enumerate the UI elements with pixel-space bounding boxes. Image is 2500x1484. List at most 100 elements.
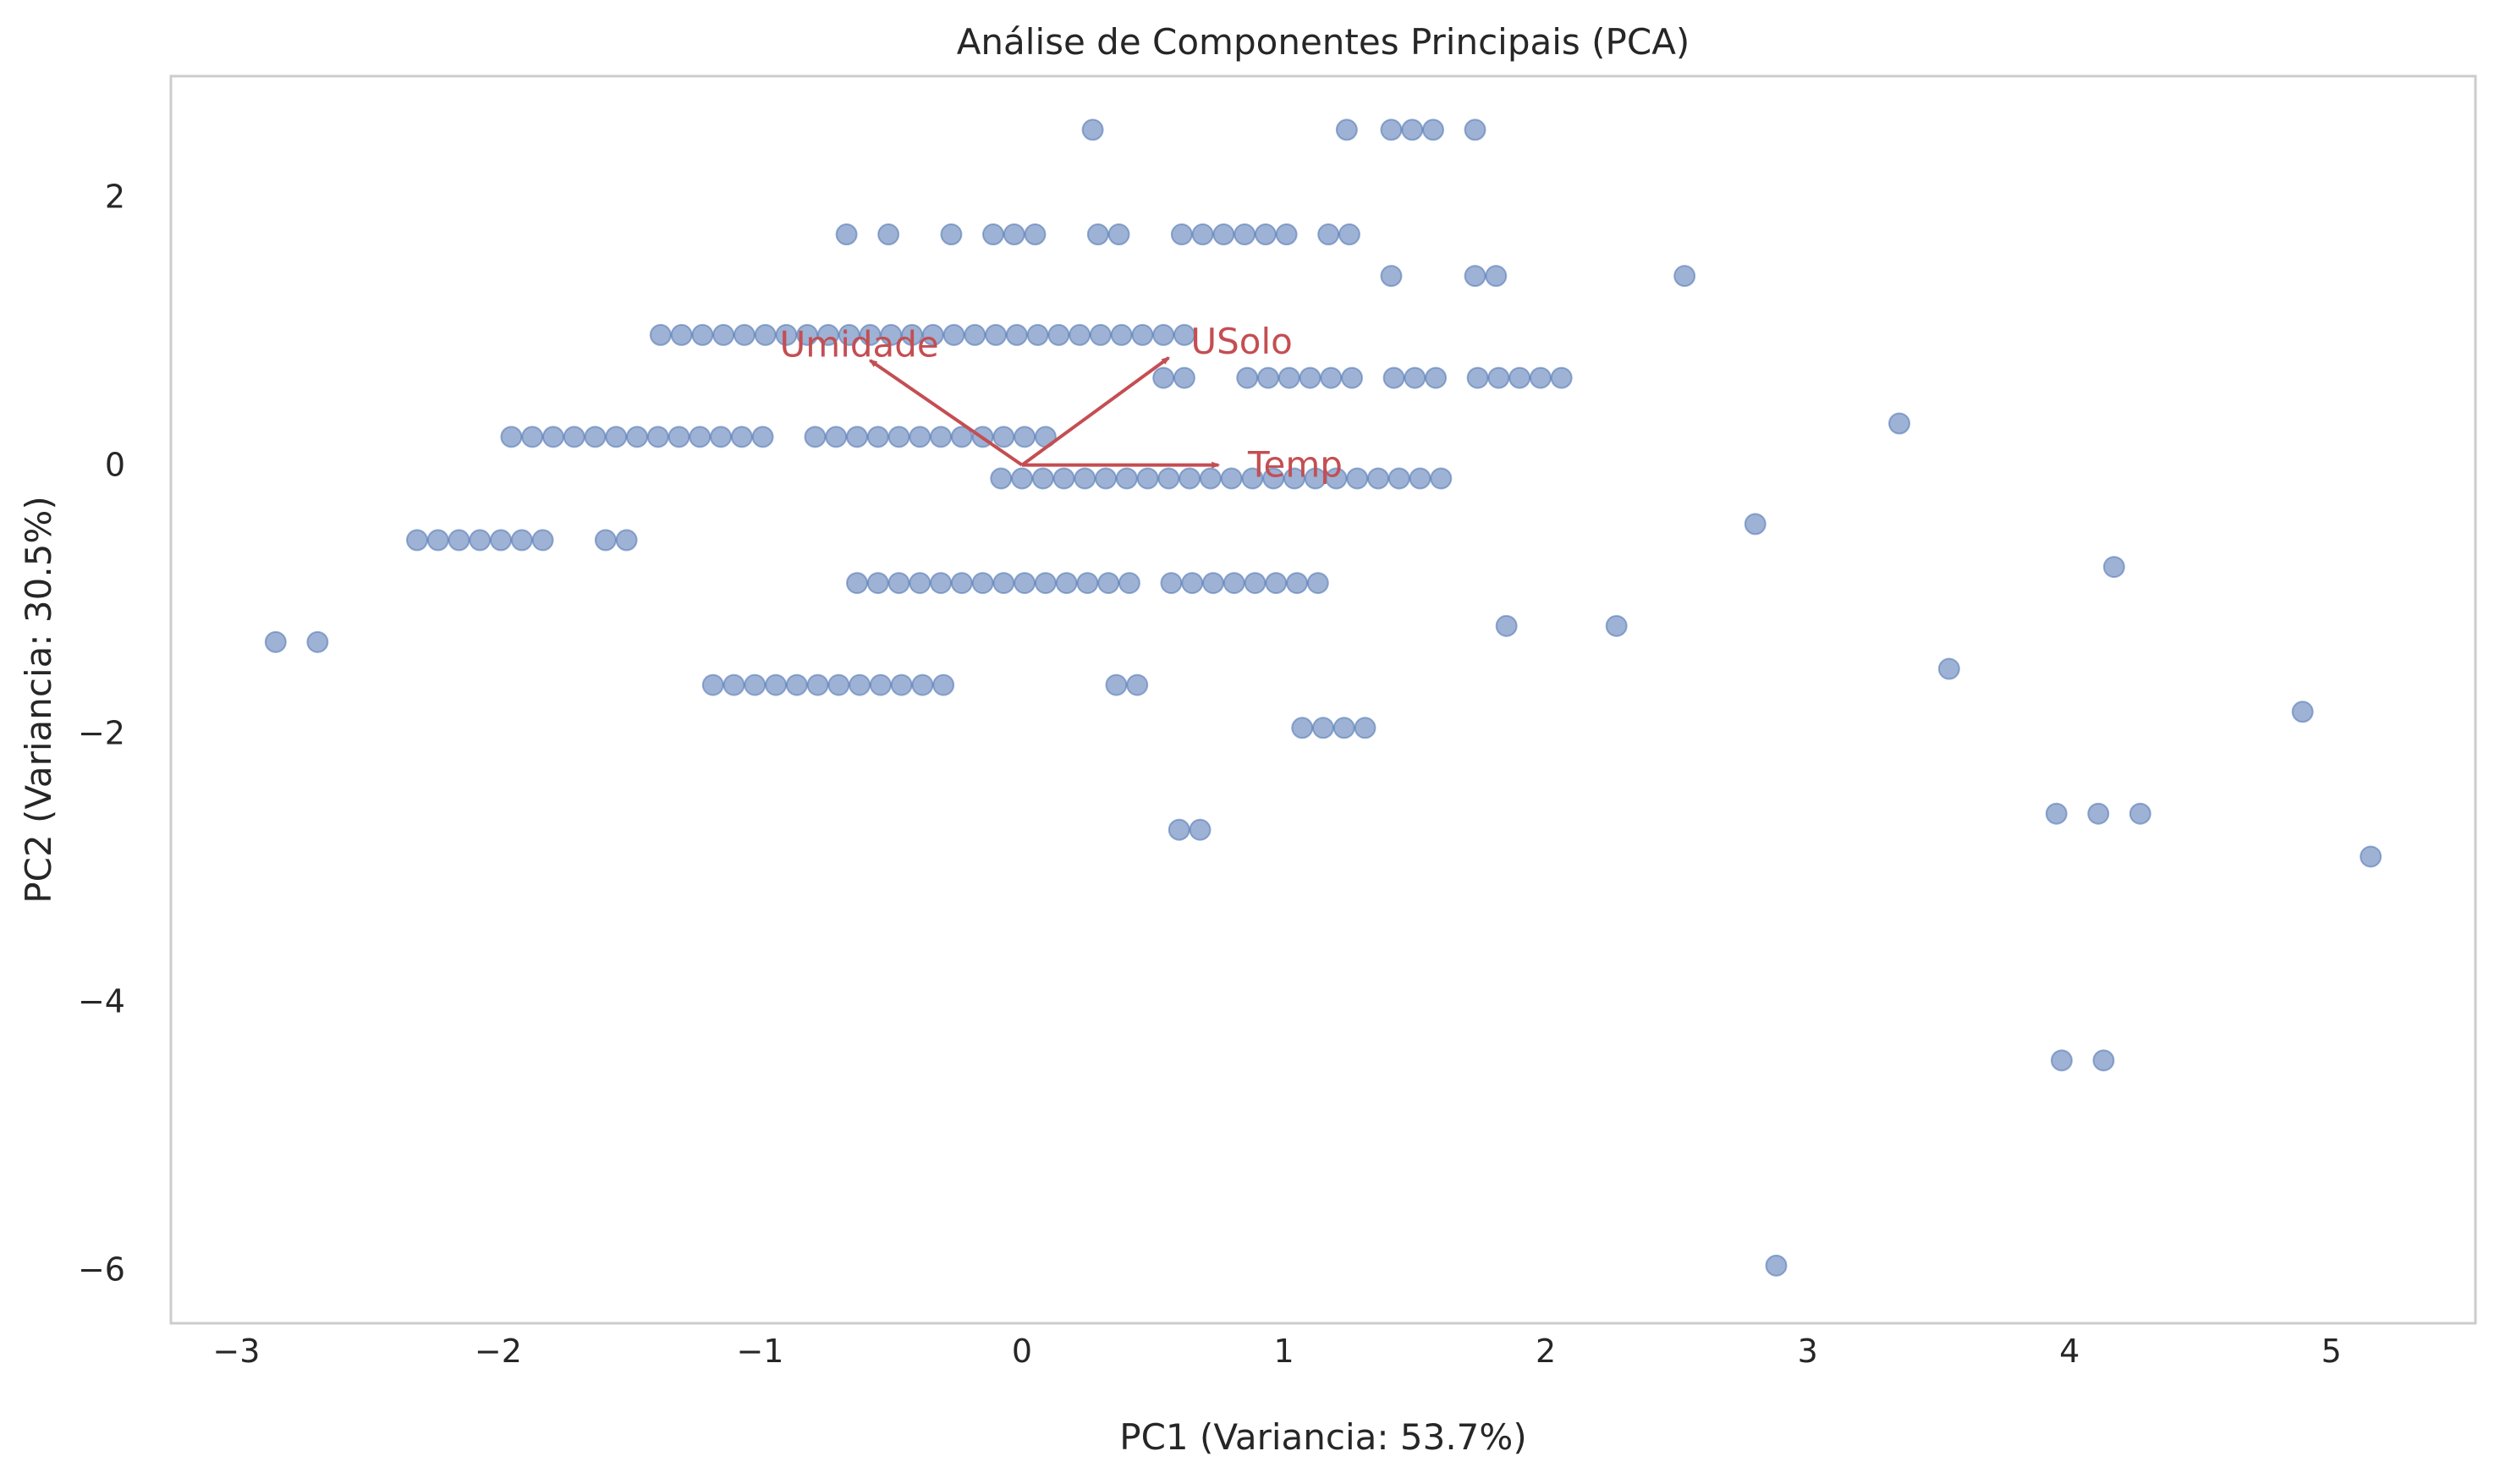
data-point xyxy=(1105,673,1128,696)
data-point xyxy=(531,529,554,552)
data-point xyxy=(1160,572,1183,595)
data-point xyxy=(806,673,829,696)
x-tick-label: 2 xyxy=(1536,1333,1556,1370)
data-point xyxy=(490,529,513,552)
data-point xyxy=(1744,513,1766,536)
data-point xyxy=(2102,556,2125,579)
data-point xyxy=(646,426,669,448)
data-point xyxy=(909,572,931,595)
data-point xyxy=(1047,323,1070,346)
data-point xyxy=(2129,802,2151,825)
data-point xyxy=(689,426,712,448)
data-point xyxy=(1173,323,1195,346)
data-point xyxy=(1354,717,1376,739)
data-point xyxy=(835,223,858,246)
data-point xyxy=(1076,572,1099,595)
x-tick-label: 1 xyxy=(1273,1333,1294,1370)
data-point xyxy=(712,323,735,346)
data-point xyxy=(691,323,714,346)
data-point xyxy=(306,630,329,653)
data-point xyxy=(887,426,910,448)
data-point xyxy=(754,323,777,346)
data-point xyxy=(1026,323,1049,346)
data-point xyxy=(804,426,827,448)
data-point xyxy=(1387,467,1410,490)
loading-label: Umidade xyxy=(780,323,939,365)
data-point xyxy=(1430,467,1453,490)
data-point xyxy=(1152,366,1175,389)
data-point xyxy=(510,529,533,552)
data-point xyxy=(1086,223,1109,246)
data-point xyxy=(1118,572,1140,595)
data-point xyxy=(1312,717,1334,739)
data-point xyxy=(1464,265,1486,288)
data-point xyxy=(1256,366,1279,389)
x-tick-label: 5 xyxy=(2321,1333,2342,1370)
data-point xyxy=(1404,366,1426,389)
data-point xyxy=(1495,614,1518,637)
data-point xyxy=(744,673,766,696)
data-point xyxy=(1055,572,1078,595)
data-point xyxy=(866,426,889,448)
scatter-points xyxy=(264,118,2382,1277)
data-point xyxy=(1081,118,1104,141)
data-point xyxy=(2050,1049,2073,1072)
data-point xyxy=(500,426,523,448)
data-point xyxy=(1332,717,1355,739)
plot-area xyxy=(169,74,2477,1325)
loading-vectors: Umidade USolo Temp xyxy=(780,321,1343,486)
data-point xyxy=(670,323,693,346)
data-point xyxy=(1095,467,1118,490)
data-point xyxy=(1382,366,1405,389)
data-point xyxy=(1422,118,1445,141)
data-point xyxy=(1317,223,1340,246)
loading-label: USolo xyxy=(1190,321,1292,362)
data-point xyxy=(1508,366,1531,389)
data-point xyxy=(1003,223,1025,246)
data-point xyxy=(1201,572,1224,595)
data-point xyxy=(785,673,808,696)
data-point xyxy=(1380,265,1403,288)
data-point xyxy=(942,323,965,346)
data-point xyxy=(1244,572,1266,595)
loading-arrow xyxy=(1020,356,1170,467)
x-tick-label: −1 xyxy=(736,1333,783,1370)
data-point xyxy=(594,529,617,552)
data-point xyxy=(887,572,910,595)
data-point xyxy=(1181,572,1204,595)
data-point xyxy=(710,426,733,448)
data-point xyxy=(846,426,869,448)
data-point xyxy=(469,529,492,552)
data-point xyxy=(1466,366,1489,389)
data-point xyxy=(2087,802,2110,825)
data-point xyxy=(1011,467,1034,490)
data-point xyxy=(1189,818,1212,841)
data-point xyxy=(649,323,672,346)
data-point xyxy=(2045,802,2068,825)
data-point xyxy=(264,630,287,653)
data-point xyxy=(584,426,607,448)
data-point xyxy=(1173,366,1195,389)
data-point xyxy=(1152,323,1175,346)
y-tick-labels: 2 0 −2 −4 −6 xyxy=(78,179,125,1289)
data-point xyxy=(930,426,953,448)
data-point xyxy=(1529,366,1552,389)
data-point xyxy=(846,572,869,595)
data-point xyxy=(2092,1049,2115,1072)
x-tick-label: 4 xyxy=(2059,1333,2080,1370)
data-point xyxy=(932,673,955,696)
data-point xyxy=(1107,223,1130,246)
data-point xyxy=(1131,323,1154,346)
data-point xyxy=(1115,467,1138,490)
data-point xyxy=(1320,366,1343,389)
data-point xyxy=(1014,426,1036,448)
data-point xyxy=(701,673,724,696)
data-point xyxy=(723,673,745,696)
data-point xyxy=(1346,467,1369,490)
x-tick-label: 3 xyxy=(1798,1333,1818,1370)
data-point xyxy=(625,426,648,448)
loading-label: Temp xyxy=(1247,444,1343,486)
data-point xyxy=(1014,572,1036,595)
data-point xyxy=(1425,366,1448,389)
